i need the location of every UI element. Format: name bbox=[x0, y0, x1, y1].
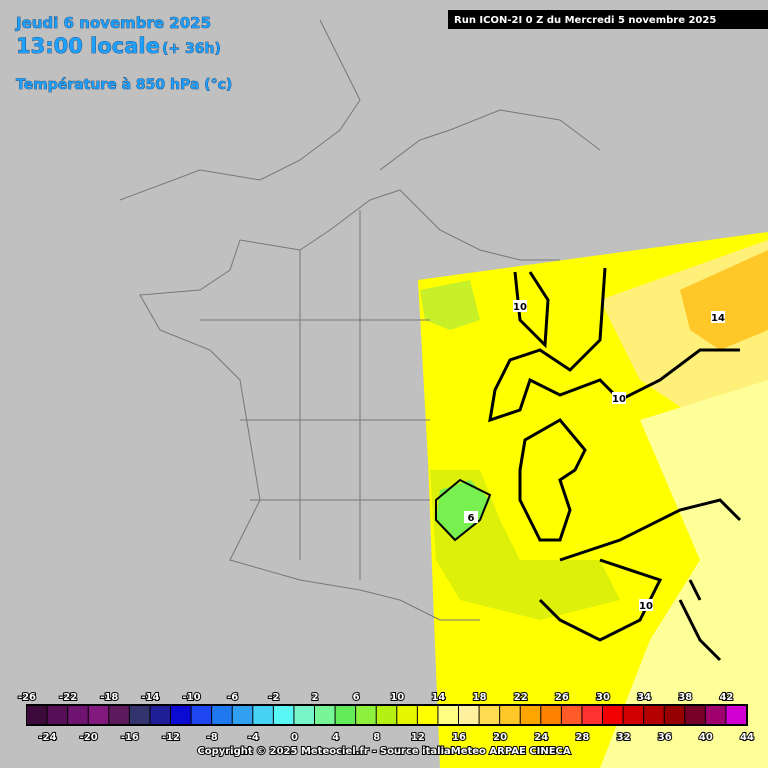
legend-label: 6 bbox=[353, 692, 360, 703]
legend-label: -18 bbox=[100, 692, 118, 703]
legend-swatch bbox=[171, 706, 191, 724]
legend-label: 36 bbox=[658, 732, 672, 743]
legend-swatch bbox=[541, 706, 561, 724]
legend-swatch bbox=[500, 706, 520, 724]
contour-label-box bbox=[711, 311, 725, 323]
legend-swatch bbox=[479, 706, 500, 724]
legend-swatch bbox=[664, 706, 685, 724]
legend-swatch bbox=[191, 706, 212, 724]
legend-swatch bbox=[68, 706, 88, 724]
legend-swatch bbox=[726, 706, 746, 724]
legend-label: 28 bbox=[575, 732, 589, 743]
legend-swatch bbox=[129, 706, 150, 724]
legend-swatch bbox=[315, 706, 335, 724]
legend-label: -8 bbox=[207, 732, 218, 743]
legend-swatch bbox=[397, 706, 417, 724]
legend-label: -24 bbox=[39, 732, 57, 743]
warm-area bbox=[600, 380, 768, 768]
legend-label: 16 bbox=[452, 732, 466, 743]
legend-swatch bbox=[253, 706, 273, 724]
contour-label-box bbox=[464, 511, 478, 523]
legend-swatch bbox=[335, 706, 356, 724]
legend-label: 32 bbox=[617, 732, 631, 743]
contour-label: 10 bbox=[612, 394, 626, 405]
legend-swatch bbox=[232, 706, 253, 724]
legend-swatch bbox=[273, 706, 294, 724]
forecast-time: 13:00 locale bbox=[16, 34, 160, 58]
legend-label: 2 bbox=[312, 692, 319, 703]
legend-label: -2 bbox=[268, 692, 279, 703]
legend-label: 0 bbox=[291, 732, 298, 743]
contour-label-box bbox=[639, 599, 653, 611]
legend-label: -14 bbox=[141, 692, 159, 703]
legend-label: 26 bbox=[555, 692, 569, 703]
legend-swatch bbox=[644, 706, 664, 724]
legend-label: -10 bbox=[183, 692, 201, 703]
warm-core bbox=[680, 250, 768, 350]
legend-swatch bbox=[459, 706, 479, 724]
legend-swatch bbox=[88, 706, 109, 724]
legend-label: -4 bbox=[248, 732, 259, 743]
contour-label: 10 bbox=[513, 302, 527, 313]
legend-swatch bbox=[623, 706, 644, 724]
legend-label: 38 bbox=[678, 692, 692, 703]
legend-swatch bbox=[685, 706, 705, 724]
legend-label: -20 bbox=[80, 732, 98, 743]
legend-label: 20 bbox=[493, 732, 507, 743]
legend-label: 14 bbox=[431, 692, 445, 703]
legend-label: 42 bbox=[719, 692, 733, 703]
legend-swatch bbox=[356, 706, 376, 724]
copyright: Copyright © 2025 Meteociel.fr - Source i… bbox=[197, 746, 571, 757]
legend-label: -6 bbox=[227, 692, 238, 703]
contour-label: 10 bbox=[639, 601, 653, 612]
field-name: Température à 850 hPa (°c) bbox=[16, 77, 232, 93]
run-box bbox=[448, 10, 768, 29]
forecast-date: Jeudi 6 novembre 2025 bbox=[15, 14, 211, 32]
legend-label: 18 bbox=[473, 692, 487, 703]
legend-swatch bbox=[150, 706, 170, 724]
contour-label-box bbox=[612, 392, 626, 404]
legend-swatch bbox=[438, 706, 458, 724]
legend-label: -16 bbox=[121, 732, 139, 743]
legend-swatch bbox=[705, 706, 726, 724]
legend-label: 8 bbox=[373, 732, 380, 743]
legend-label: 44 bbox=[740, 732, 754, 743]
legend-swatch bbox=[603, 706, 623, 724]
cold-core bbox=[436, 480, 490, 540]
legend-swatch bbox=[561, 706, 582, 724]
legend-label: 4 bbox=[332, 732, 339, 743]
legend-swatch bbox=[109, 706, 129, 724]
legend-swatch bbox=[376, 706, 397, 724]
legend-swatch bbox=[47, 706, 68, 724]
legend-swatch bbox=[27, 706, 47, 724]
legend-label: 30 bbox=[596, 692, 610, 703]
borders bbox=[119, 19, 601, 621]
cool-area bbox=[420, 280, 480, 330]
legend-swatch bbox=[417, 706, 438, 724]
legend-swatch bbox=[520, 706, 541, 724]
legend-label: -12 bbox=[162, 732, 180, 743]
legend-swatch bbox=[212, 706, 232, 724]
legend-label: -22 bbox=[59, 692, 77, 703]
contour-label: 14 bbox=[711, 313, 725, 324]
legend-label: -26 bbox=[18, 692, 36, 703]
run-info: Run ICON-2I 0 Z du Mercredi 5 novembre 2… bbox=[454, 15, 716, 26]
forecast-lead: (+ 36h) bbox=[162, 41, 221, 57]
legend-label: 34 bbox=[637, 692, 651, 703]
legend-label: 10 bbox=[390, 692, 404, 703]
legend-label: 22 bbox=[514, 692, 528, 703]
legend-label: 24 bbox=[534, 732, 548, 743]
legend-swatch bbox=[582, 706, 602, 724]
legend-label: 40 bbox=[699, 732, 713, 743]
contour-label-box bbox=[513, 300, 527, 312]
contour-label: 6 bbox=[468, 513, 475, 524]
legend-label: 12 bbox=[411, 732, 425, 743]
legend-swatch bbox=[294, 706, 314, 724]
